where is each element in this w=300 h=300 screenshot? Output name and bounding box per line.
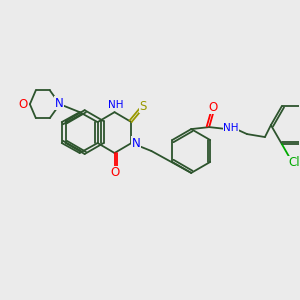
Text: S: S (140, 100, 147, 113)
Text: O: O (110, 167, 119, 179)
Text: Cl: Cl (288, 157, 300, 169)
Text: O: O (18, 98, 28, 111)
Text: NH: NH (223, 123, 239, 133)
Text: N: N (132, 136, 141, 149)
Text: O: O (208, 101, 218, 114)
Text: NH: NH (108, 100, 123, 110)
Text: N: N (54, 97, 63, 110)
